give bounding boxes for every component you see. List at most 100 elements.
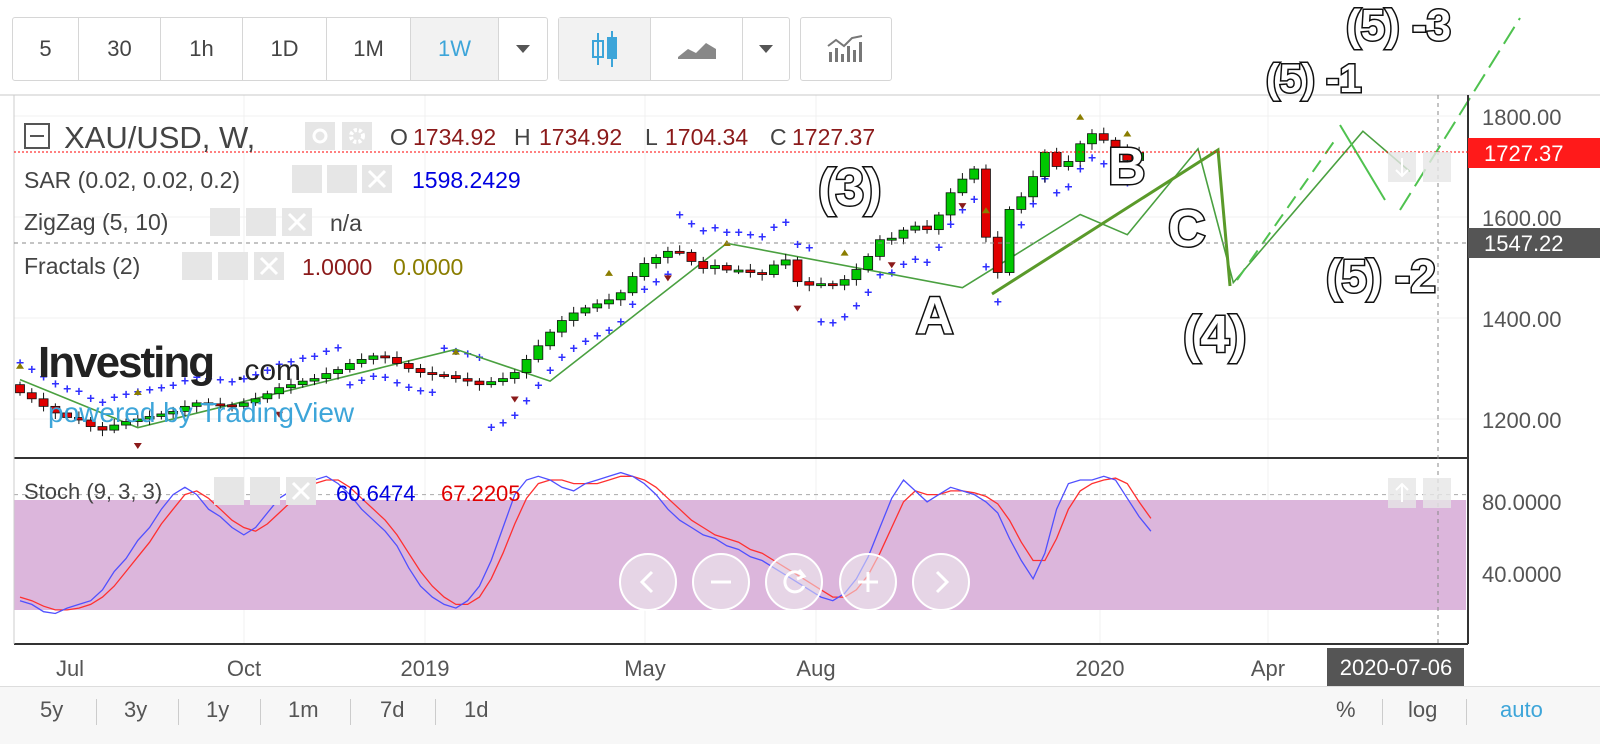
scroll-right-button[interactable] bbox=[912, 553, 970, 611]
candle bbox=[1134, 152, 1144, 161]
crosshair-price-badge bbox=[1468, 228, 1600, 258]
fractal-up bbox=[840, 249, 849, 256]
legend-settings-icons[interactable] bbox=[305, 122, 372, 150]
fractals-value-2: 0.0000 bbox=[393, 254, 463, 280]
line-chart-button[interactable] bbox=[651, 18, 743, 80]
interval-dropdown-button[interactable] bbox=[499, 18, 547, 80]
candle bbox=[309, 378, 320, 382]
candlestick-button[interactable] bbox=[559, 18, 651, 80]
sar-dot: + bbox=[311, 348, 319, 364]
interval-5-button[interactable]: 5 bbox=[13, 18, 79, 80]
sar-dot: + bbox=[358, 372, 366, 388]
percent-scale-button[interactable]: % bbox=[1336, 697, 1356, 722]
candle bbox=[38, 398, 49, 407]
range-bar: 5y 3y 1y 1m 7d 1d % log auto bbox=[0, 686, 1600, 744]
scroll-left-button[interactable] bbox=[619, 553, 677, 611]
range-3y-button[interactable]: 3y bbox=[124, 697, 148, 722]
sar-dot: + bbox=[711, 220, 719, 236]
sar-dot: + bbox=[782, 214, 790, 230]
candle bbox=[1039, 151, 1050, 178]
candle bbox=[1004, 209, 1015, 273]
interval-1w-button[interactable]: 1W bbox=[411, 18, 499, 80]
sar-dot: + bbox=[28, 361, 36, 377]
candle bbox=[85, 419, 96, 427]
candle bbox=[1063, 161, 1074, 167]
stoch-k-line bbox=[19, 471, 1152, 615]
reset-button[interactable] bbox=[765, 553, 823, 611]
ohlc-high-value: 1734.92 bbox=[539, 124, 622, 150]
log-scale-button[interactable]: log bbox=[1408, 697, 1438, 722]
range-1m-button[interactable]: 1m bbox=[288, 697, 319, 722]
candle bbox=[769, 264, 779, 275]
time-tick-label: Oct bbox=[227, 656, 261, 681]
collapse-legend-icon[interactable] bbox=[24, 123, 50, 149]
arrow-down-icon bbox=[1395, 158, 1409, 178]
fractals-controls[interactable] bbox=[182, 252, 284, 280]
sar-dot: + bbox=[393, 375, 401, 391]
watermark-brand: Investing bbox=[38, 338, 213, 387]
candle bbox=[415, 368, 426, 373]
stoch-d-value: 67.2205 bbox=[441, 481, 521, 506]
price-axis[interactable]: 1800.00 1600.00 1400.00 1200.00 1727.37 … bbox=[1468, 105, 1600, 433]
indicators-button[interactable] bbox=[801, 18, 891, 80]
fractals-label: Fractals (2) bbox=[24, 253, 140, 279]
arrow-up-icon bbox=[1395, 482, 1409, 502]
time-axis[interactable]: Jul Oct 2019 May Aug 2020 Apr 2020-07-06 bbox=[56, 648, 1464, 686]
sar-dot: + bbox=[122, 386, 130, 402]
candle bbox=[1098, 133, 1109, 141]
sar-dot: + bbox=[852, 298, 860, 314]
auto-scale-button[interactable]: auto bbox=[1500, 697, 1543, 722]
stoch-controls[interactable] bbox=[214, 477, 316, 505]
candle bbox=[615, 292, 626, 301]
sar-dot: + bbox=[146, 382, 154, 398]
sar-dot: + bbox=[263, 362, 271, 378]
sar-dot: + bbox=[240, 370, 248, 386]
sar-dot: + bbox=[534, 377, 542, 393]
pane-scroll-buttons[interactable] bbox=[1388, 152, 1451, 508]
candle bbox=[745, 269, 756, 273]
candle bbox=[297, 380, 308, 386]
sar-dot: + bbox=[817, 314, 825, 330]
candle bbox=[1028, 176, 1038, 198]
candle bbox=[792, 259, 803, 283]
interval-1d-button[interactable]: 1D bbox=[243, 18, 327, 80]
sar-controls[interactable] bbox=[292, 165, 392, 193]
range-5y-button[interactable]: 5y bbox=[40, 697, 64, 722]
chart-canvas[interactable]: + + + + + + + + + + + + + + + + + + + + + + + + + + ++ + + + + + + ++ + ++ +… bbox=[0, 0, 1600, 686]
fractal-up bbox=[1123, 130, 1132, 137]
candle bbox=[356, 359, 367, 364]
interval-30-button[interactable]: 30 bbox=[79, 18, 161, 80]
candle bbox=[250, 398, 261, 404]
range-7d-button[interactable]: 7d bbox=[380, 697, 405, 722]
zigzag-controls[interactable] bbox=[210, 208, 312, 236]
sar-dot: + bbox=[417, 383, 425, 399]
candle bbox=[286, 384, 296, 389]
sar-dot: + bbox=[157, 379, 165, 395]
candle bbox=[97, 426, 108, 431]
range-1d-button[interactable]: 1d bbox=[464, 697, 489, 722]
sar-dot: + bbox=[63, 380, 71, 396]
sar-dot: + bbox=[805, 239, 813, 255]
candle bbox=[498, 378, 508, 383]
candle bbox=[132, 418, 143, 422]
candle bbox=[180, 405, 190, 412]
range-1y-button[interactable]: 1y bbox=[206, 697, 230, 722]
ohlc-close-label: C bbox=[770, 124, 787, 150]
fractal-up bbox=[133, 389, 142, 395]
stoch-axis[interactable]: 80.0000 40.0000 bbox=[1482, 490, 1562, 587]
sar-dot: + bbox=[793, 236, 801, 252]
candle bbox=[1075, 143, 1086, 162]
ohlc-open-value: 1734.92 bbox=[413, 124, 496, 150]
candle bbox=[439, 374, 449, 377]
price-tick-label: 1200.00 bbox=[1482, 408, 1562, 433]
chevron-right-icon bbox=[935, 570, 950, 594]
candle bbox=[486, 381, 497, 386]
interval-1h-button[interactable]: 1h bbox=[161, 18, 243, 80]
label-wave-a: A bbox=[916, 287, 954, 345]
candle bbox=[521, 359, 532, 373]
sar-dot: + bbox=[193, 369, 201, 385]
sar-dot: + bbox=[1053, 184, 1061, 200]
sar-dot: + bbox=[110, 389, 118, 405]
interval-1m-button[interactable]: 1M bbox=[327, 18, 411, 80]
chart-type-dropdown-button[interactable] bbox=[743, 18, 789, 80]
